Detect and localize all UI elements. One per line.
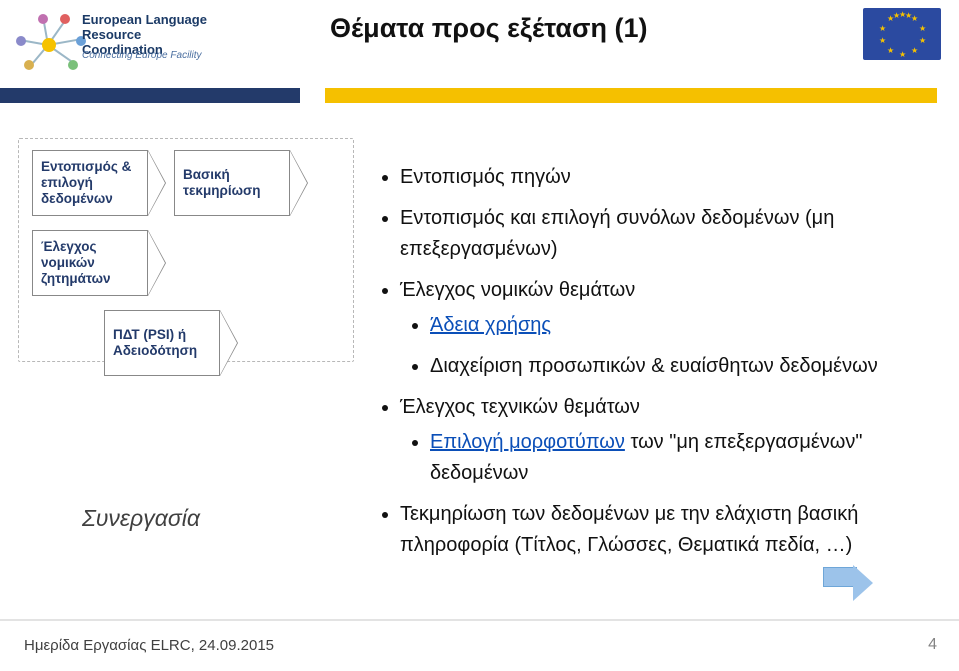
eu-flag-icon: ★ ★ ★ ★ ★ ★ ★ ★ ★ ★ ★ ★ [863, 8, 941, 60]
bullet-technical-text: Έλεγχος τεχνικών θεμάτων [400, 396, 640, 418]
collab-label: Συνεργασία [82, 505, 200, 532]
bullet-legal: Έλεγχος νομικών θεμάτων Άδεια χρήσης Δια… [400, 275, 959, 382]
chevron-legal-check: Έλεγχος νομικών ζητημάτων [32, 230, 166, 296]
chevron-label: Βασική τεκμηρίωση [174, 150, 290, 216]
bullet-personal-data: Διαχείριση προσωπικών & ευαίσθητων δεδομ… [430, 351, 959, 382]
slide-title: Θέματα προς εξέταση (1) [330, 13, 648, 44]
bullet-legal-text: Έλεγχος νομικών θεμάτων [400, 279, 635, 301]
footer-divider [0, 619, 959, 621]
chevron-identify-select: Εντοπισμός & επιλογή δεδομένων [32, 150, 166, 216]
bullet-identify-datasets: Εντοπισμός και επιλογή συνόλων δεδομένων… [400, 203, 959, 265]
bullet-list: Εντοπισμός πηγών Εντοπισμός και επιλογή … [378, 162, 959, 571]
bullet-formats: Επιλογή μορφοτύπων των "μη επεξεργασμένω… [430, 427, 959, 489]
chevron-arrow-icon [290, 150, 308, 216]
logo-tagline: Connecting Europe Facility [82, 50, 202, 61]
chevron-basic-doc: Βασική τεκμηρίωση [174, 150, 308, 216]
bullet-license: Άδεια χρήσης [430, 310, 959, 341]
chevron-arrow-icon [148, 230, 166, 296]
chevron-psi-license: ΠΔΤ (PSI) ή Αδειοδότηση [104, 310, 238, 376]
elrc-logo: European LanguageResource Coordination C… [10, 4, 210, 79]
chevron-arrow-icon [220, 310, 238, 376]
page-number: 4 [928, 636, 937, 654]
bullet-documentation: Τεκμηρίωση των δεδομένων με την ελάχιστη… [400, 499, 959, 561]
chevron-label: Έλεγχος νομικών ζητημάτων [32, 230, 148, 296]
link-formats: Επιλογή μορφοτύπων [430, 431, 625, 453]
bullet-sources: Εντοπισμός πηγών [400, 162, 959, 193]
link-license: Άδεια χρήσης [430, 314, 551, 336]
slide: European LanguageResource Coordination C… [0, 0, 959, 671]
accent-bar-right [325, 88, 937, 103]
bullet-technical: Έλεγχος τεχνικών θεμάτων Επιλογή μορφοτύ… [400, 392, 959, 489]
footer-text: Ημερίδα Εργασίας ELRC, 24.09.2015 [24, 637, 274, 654]
chevron-label: ΠΔΤ (PSI) ή Αδειοδότηση [104, 310, 220, 376]
chevron-label: Εντοπισμός & επιλογή δεδομένων [32, 150, 148, 216]
accent-bar-left [0, 88, 300, 103]
next-arrow-icon [823, 565, 873, 601]
chevron-arrow-icon [148, 150, 166, 216]
